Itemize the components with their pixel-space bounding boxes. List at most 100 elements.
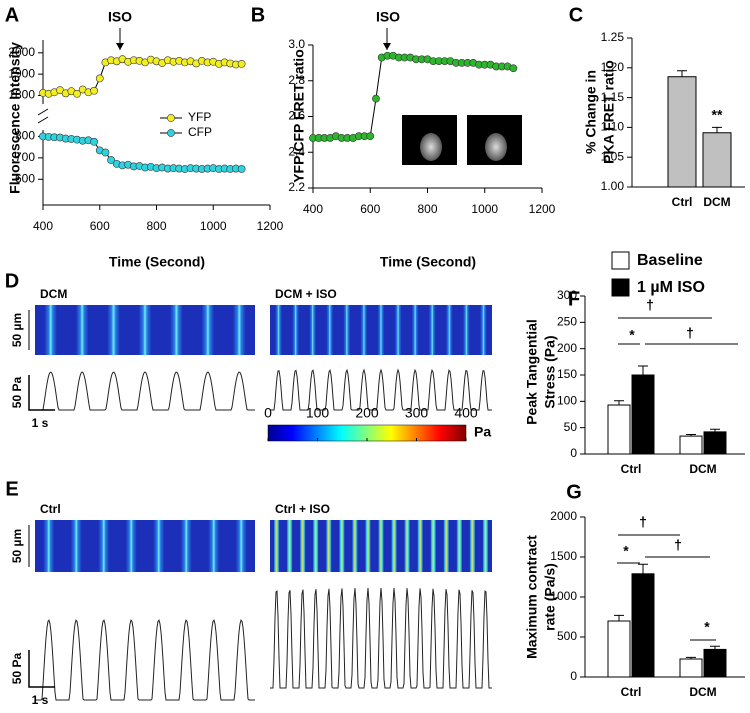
annotation: ISO bbox=[376, 9, 400, 25]
bar bbox=[679, 658, 703, 678]
annotation: † bbox=[639, 514, 647, 530]
stress-stripe bbox=[482, 520, 489, 572]
y-tick-label: 1.10 bbox=[601, 120, 625, 134]
error-bar bbox=[638, 365, 648, 375]
y-tick-label: 0 bbox=[570, 446, 577, 460]
image-title: Ctrl + ISO bbox=[275, 502, 330, 516]
stress-stripe bbox=[394, 305, 402, 355]
x-tick-label: 600 bbox=[90, 219, 110, 233]
y-tick-label: 50 bbox=[564, 420, 578, 434]
bar bbox=[667, 76, 697, 188]
scale-bar bbox=[28, 650, 55, 688]
colorbar-label: 0 bbox=[264, 405, 272, 421]
inset-label: YFP bbox=[417, 117, 440, 131]
image-title: DCM + ISO bbox=[275, 287, 337, 301]
stress-stripe bbox=[352, 520, 358, 572]
stress-stripe bbox=[480, 305, 487, 355]
y-tick-label: 800 bbox=[15, 129, 35, 143]
x-tick-label: 1200 bbox=[529, 202, 556, 216]
y-tick-label: 1800 bbox=[8, 88, 35, 102]
panel-letter: G bbox=[566, 481, 582, 503]
point bbox=[366, 132, 375, 141]
y-tick-label: 1.05 bbox=[601, 149, 625, 163]
stress-stripe bbox=[326, 305, 334, 355]
stress-stripe bbox=[70, 520, 82, 572]
scale-label: 50 µm bbox=[10, 529, 24, 563]
bar bbox=[607, 404, 631, 455]
y-axis-label: YFP/CFP FRET ratio bbox=[291, 49, 307, 183]
error-bar bbox=[686, 656, 696, 659]
y-tick-label: 1.25 bbox=[601, 30, 625, 44]
stress-stripe bbox=[233, 305, 246, 355]
scale-label: 50 Pa bbox=[10, 652, 24, 684]
y-tick-label: 200 bbox=[557, 341, 577, 355]
stress-stripe bbox=[469, 520, 476, 572]
x-tick-label: 800 bbox=[146, 219, 166, 233]
annotation: * bbox=[704, 619, 710, 635]
y-tick-label: 1900 bbox=[8, 66, 35, 80]
colorbar-label: 200 bbox=[355, 405, 379, 421]
scale-label: 1 s bbox=[32, 693, 49, 707]
error-bar bbox=[614, 614, 624, 621]
stress-stripe bbox=[430, 520, 436, 572]
error-bar bbox=[638, 563, 648, 574]
colorbar-label: 400 bbox=[454, 405, 478, 421]
annotation: * bbox=[623, 543, 629, 559]
stress-stripe bbox=[377, 305, 385, 355]
image-title: DCM bbox=[40, 287, 67, 301]
y-axis-label: Stress (Pa) bbox=[542, 335, 558, 408]
y-axis-label: Maximum contract bbox=[524, 535, 540, 659]
y-tick-label: 600 bbox=[15, 171, 35, 185]
inset-cell bbox=[420, 133, 442, 161]
y-tick-label: 3.0 bbox=[288, 37, 305, 51]
x-tick-label: 1200 bbox=[257, 219, 284, 233]
legend-swatch bbox=[611, 251, 630, 270]
stress-stripe bbox=[445, 305, 453, 355]
stress-stripe bbox=[309, 305, 317, 355]
legend-marker bbox=[167, 114, 175, 122]
stress-stripe bbox=[44, 305, 57, 355]
stress-stripe bbox=[275, 305, 282, 355]
stress-stripe bbox=[343, 305, 351, 355]
stress-stripe bbox=[153, 520, 165, 572]
stress-stripe bbox=[443, 520, 449, 572]
stress-trace bbox=[35, 371, 255, 411]
stress-trace bbox=[270, 587, 492, 689]
stress-stripe bbox=[326, 520, 332, 572]
point bbox=[90, 86, 98, 95]
stress-map bbox=[35, 520, 255, 572]
scale-label: 50 Pa bbox=[10, 376, 24, 408]
y-tick-label: 2000 bbox=[8, 45, 35, 59]
y-tick-label: 500 bbox=[557, 629, 577, 643]
stress-stripe bbox=[313, 520, 319, 572]
y-tick-label: 2000 bbox=[550, 509, 577, 523]
y-axis-label: PKA FRET ratio bbox=[601, 60, 617, 164]
y-axis-label: Fluorescence Intensity bbox=[7, 42, 23, 194]
y-tick-label: 250 bbox=[557, 315, 577, 329]
x-tick-label: DCM bbox=[689, 685, 716, 699]
stress-stripe bbox=[286, 520, 293, 572]
scale-label: 1 s bbox=[32, 416, 49, 430]
annotation: ** bbox=[712, 107, 723, 123]
x-axis-label: Time (Second) bbox=[109, 254, 205, 270]
y-tick-label: 1.00 bbox=[601, 179, 625, 193]
axis-break bbox=[37, 116, 49, 124]
legend-marker bbox=[167, 129, 175, 137]
x-tick-label: 1000 bbox=[200, 219, 227, 233]
stress-stripe bbox=[411, 305, 419, 355]
y-tick-label: 0 bbox=[570, 669, 577, 683]
x-tick-label: Ctrl bbox=[672, 195, 693, 209]
y-tick-label: 100 bbox=[557, 394, 577, 408]
stress-stripe bbox=[138, 305, 152, 355]
panel-letter: E bbox=[5, 478, 18, 500]
colorbar-unit: Pa bbox=[474, 424, 491, 440]
y-axis-label: % Change in bbox=[583, 70, 599, 154]
point bbox=[237, 165, 246, 173]
annotation: † bbox=[686, 325, 694, 341]
y-tick-label: 2.2 bbox=[288, 180, 305, 194]
stress-stripe bbox=[292, 305, 300, 355]
stress-stripe bbox=[365, 520, 371, 572]
legend-swatch bbox=[611, 278, 630, 297]
colorbar-label: 100 bbox=[306, 405, 330, 421]
